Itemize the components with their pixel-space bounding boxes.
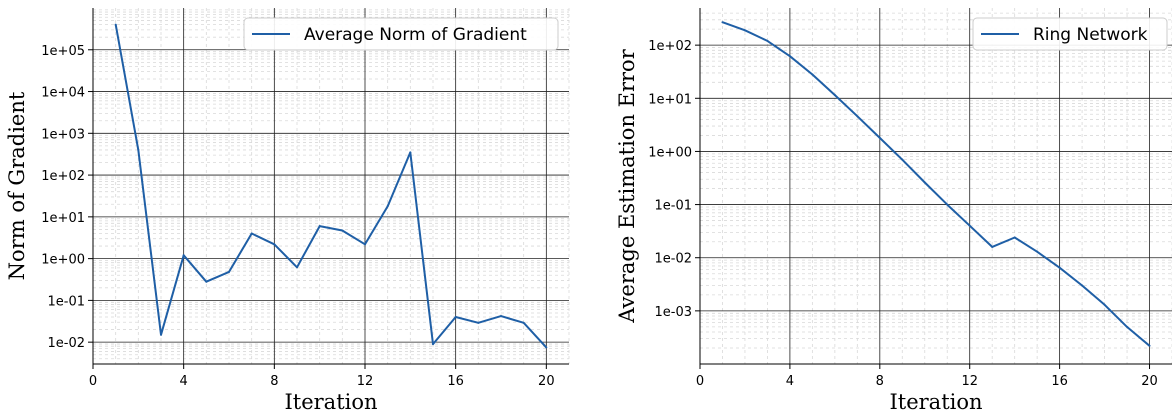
- y-tick-label: 1e+01: [41, 211, 85, 226]
- data-point: [901, 158, 904, 161]
- y-tick-label: 1e+00: [41, 253, 85, 268]
- y-tick-label: 1e+05: [41, 44, 85, 59]
- y-tick-label: 1e+02: [648, 39, 692, 54]
- major-grid: [93, 8, 569, 364]
- legend-label: Ring Network: [1033, 25, 1148, 45]
- data-point: [160, 333, 162, 336]
- y-tick-label: 1e+00: [648, 145, 692, 160]
- y-tick-label: 1e-01: [47, 294, 85, 309]
- y-tick-label: 1e-03: [654, 305, 692, 320]
- x-tick-label: 8: [876, 374, 884, 389]
- data-point: [946, 203, 949, 206]
- data-point: [296, 266, 298, 269]
- data-point: [454, 316, 457, 319]
- data-point: [811, 73, 814, 76]
- data-point: [386, 205, 389, 208]
- data-point: [833, 94, 836, 97]
- data-point: [114, 23, 117, 26]
- x-tick-label: 0: [696, 374, 704, 389]
- data-point: [788, 55, 791, 58]
- data-point: [1013, 236, 1016, 239]
- estimation-error-chart: 0 4 8 12 16 20 1e-03 1e-02 1e-01 1e+00 1e+01 1e+02 R…: [615, 8, 1172, 413]
- data-point: [205, 280, 208, 283]
- data-point: [923, 181, 926, 184]
- data-point: [968, 224, 971, 227]
- data-point: [409, 151, 412, 154]
- data-point: [318, 225, 321, 228]
- data-point: [1126, 325, 1129, 328]
- data-point: [545, 346, 548, 349]
- data-point: [766, 39, 769, 42]
- x-tick-label: 20: [538, 374, 555, 389]
- y-tick-label: 1e+01: [648, 92, 692, 107]
- x-tick-label: 4: [180, 374, 188, 389]
- y-tick-label: 1e-02: [654, 252, 692, 267]
- data-point: [721, 21, 724, 24]
- data-point: [522, 321, 525, 324]
- y-tick-label: 1e+04: [41, 86, 85, 101]
- x-tick-label: 20: [1141, 374, 1158, 389]
- data-point: [1081, 284, 1084, 287]
- data-point: [878, 136, 881, 139]
- x-tick-label: 16: [447, 374, 464, 389]
- data-point: [1036, 250, 1039, 253]
- x-axis-label: Iteration: [889, 390, 982, 413]
- x-tick-label: 16: [1051, 374, 1068, 389]
- legend: Average Norm of Gradient: [243, 17, 559, 51]
- legend-label: Average Norm of Gradient: [304, 25, 527, 45]
- minor-grid: [93, 8, 570, 364]
- data-point: [341, 229, 344, 232]
- minor-grid: [700, 8, 1172, 364]
- data-point: [500, 315, 502, 318]
- y-tick-label: 1e-01: [654, 199, 692, 214]
- data-point: [228, 270, 230, 273]
- legend-box: [243, 17, 559, 51]
- x-tick-label: 12: [961, 374, 978, 389]
- data-point: [364, 243, 366, 246]
- x-tick-label: 0: [89, 374, 97, 389]
- data-point: [1103, 303, 1106, 306]
- y-tick-label: 1e+02: [41, 169, 85, 184]
- y-axis-label: Average Estimation Error: [615, 48, 639, 323]
- y-axis-label: Norm of Gradient: [5, 91, 29, 280]
- data-point: [991, 245, 994, 248]
- series-line: [722, 21, 1151, 347]
- data-point: [477, 321, 480, 324]
- data-point: [250, 232, 253, 235]
- data-point: [856, 115, 859, 118]
- data-point: [273, 243, 276, 246]
- x-tick-label: 4: [786, 374, 794, 389]
- x-axis-label: Iteration: [284, 390, 377, 413]
- legend: Ring Network: [972, 17, 1168, 51]
- data-point: [743, 29, 746, 32]
- y-tick-label: 1e-02: [47, 336, 85, 351]
- data-point: [1148, 344, 1151, 347]
- data-point: [182, 254, 185, 257]
- data-point: [137, 148, 140, 151]
- y-tick-label: 1e+03: [41, 127, 85, 142]
- legend-box: [972, 17, 1168, 51]
- series-line: [114, 24, 548, 349]
- data-point: [432, 343, 434, 346]
- x-tick-label: 8: [270, 374, 278, 389]
- gradient-norm-chart: 0 4 8 12 16 20 1e-02 1e-01 1e+00 1e+01 1e+02 1e+03 1…: [5, 8, 570, 413]
- data-point: [1058, 266, 1061, 269]
- x-tick-label: 12: [357, 374, 374, 389]
